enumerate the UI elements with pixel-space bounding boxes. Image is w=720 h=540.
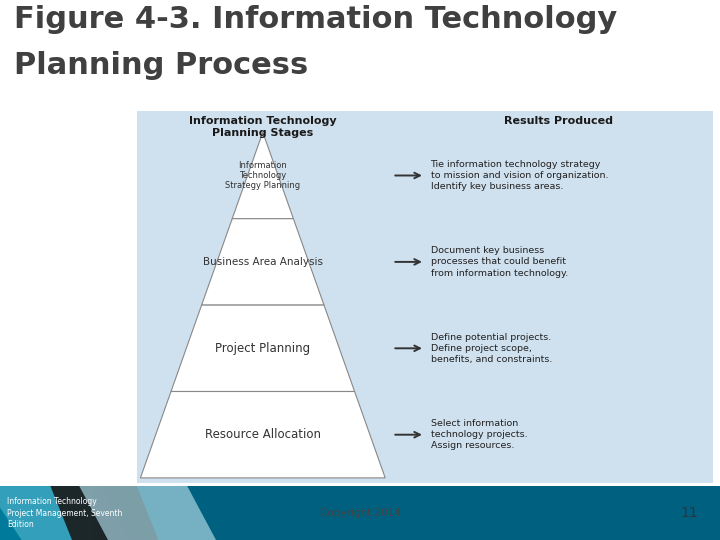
Text: Select information
technology projects.
Assign resources.: Select information technology projects. … — [431, 419, 527, 450]
Polygon shape — [50, 486, 158, 540]
Text: 11: 11 — [680, 506, 698, 520]
Text: Figure 4-3. Information Technology: Figure 4-3. Information Technology — [14, 5, 618, 35]
Text: Resource Allocation: Resource Allocation — [204, 428, 321, 441]
Text: Tie information technology strategy
to mission and vision of organization.
Ident: Tie information technology strategy to m… — [431, 160, 608, 191]
Text: Information Technology
Planning Stages: Information Technology Planning Stages — [189, 116, 337, 138]
Polygon shape — [0, 486, 130, 540]
Text: Business Area Analysis: Business Area Analysis — [203, 257, 323, 267]
Text: Document key business
processes that could benefit
from information technology.: Document key business processes that cou… — [431, 246, 568, 278]
Text: Project Planning: Project Planning — [215, 342, 310, 355]
Text: Information Technology
Project Management, Seventh
Edition: Information Technology Project Managemen… — [7, 497, 122, 529]
Text: Copyright 2014: Copyright 2014 — [320, 508, 400, 518]
Text: Information
Technology
Strategy Planning: Information Technology Strategy Planning — [225, 160, 300, 191]
Polygon shape — [202, 219, 324, 305]
FancyBboxPatch shape — [0, 486, 720, 540]
Polygon shape — [232, 132, 294, 219]
FancyBboxPatch shape — [137, 111, 713, 483]
Polygon shape — [171, 305, 355, 392]
Text: Results Produced: Results Produced — [503, 116, 613, 126]
Polygon shape — [140, 392, 385, 478]
Text: Define potential projects.
Define project scope,
benefits, and constraints.: Define potential projects. Define projec… — [431, 333, 552, 364]
Polygon shape — [0, 486, 94, 540]
Polygon shape — [79, 486, 216, 540]
Text: Planning Process: Planning Process — [14, 51, 309, 80]
